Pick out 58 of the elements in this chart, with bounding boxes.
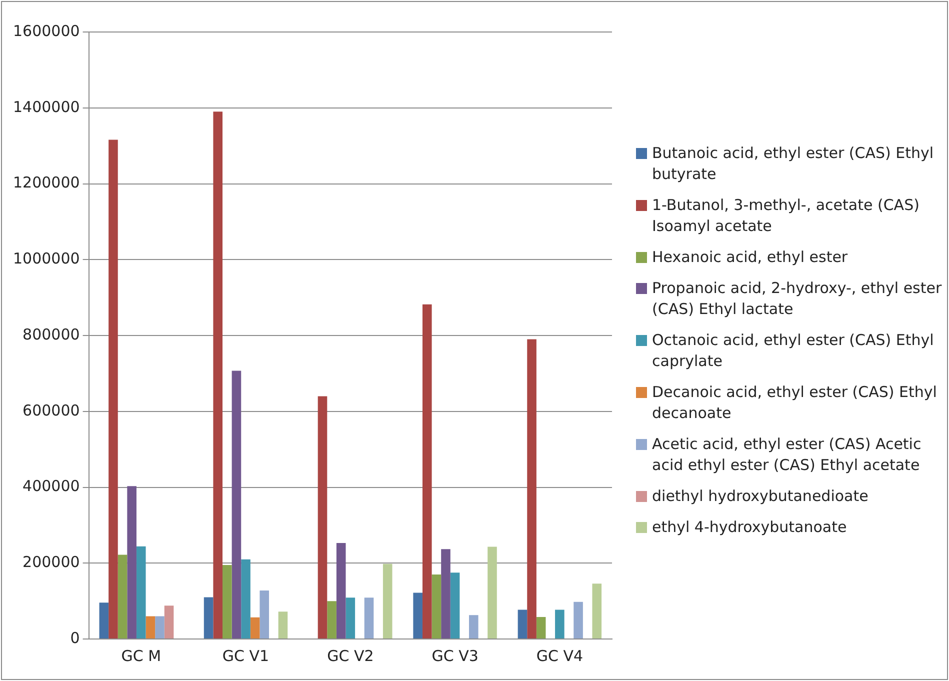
bar	[278, 612, 288, 638]
y-tick-label: 1400000	[12, 98, 80, 116]
legend-label: Hexanoic acid, ethyl ester	[652, 247, 848, 268]
bar	[364, 598, 374, 638]
bar	[555, 610, 564, 638]
legend-label: Acetic acid, ethyl ester (CAS) Acetic acid ethyl ester (CAS) Ethyl acetate	[652, 434, 922, 476]
legend-label: Propanoic acid, 2-hydroxy-, ethyl ester (CAS) Ethyl lactate	[652, 278, 943, 320]
bar	[127, 486, 136, 638]
legend-label: Decanoic acid, ethyl ester (CAS) Ethyl decanoate	[652, 382, 938, 424]
bar	[155, 616, 164, 638]
bar	[336, 543, 346, 638]
bar	[422, 304, 432, 638]
x-tick-label: GC M	[121, 646, 162, 665]
bar	[204, 597, 214, 638]
legend-label: ethyl 4-hydroxybutanoate	[652, 517, 847, 538]
bar	[146, 616, 156, 638]
bar	[164, 606, 174, 638]
bar	[518, 610, 528, 638]
y-tick-label: 600000	[22, 401, 80, 420]
y-tick-label: 1200000	[12, 174, 80, 192]
y-tick-label: 800000	[22, 325, 80, 344]
bar	[536, 616, 546, 638]
bar	[327, 601, 336, 638]
bar	[241, 559, 250, 638]
bar	[574, 602, 583, 638]
legend-label: 1-Butanol, 3-methyl-, acetate (CAS) Isoamyl acetate	[652, 195, 920, 237]
x-tick-label: GC V4	[536, 646, 584, 665]
bar	[527, 339, 536, 638]
legend-label: Butanoic acid, ethyl ester (CAS) Ethyl butyrate	[652, 143, 935, 185]
y-tick-label: 400000	[22, 477, 80, 496]
bar	[260, 590, 270, 638]
legend-label: Octanoic acid, ethyl ester (CAS) Ethyl caprylate	[652, 330, 935, 372]
bar	[468, 615, 478, 638]
x-tick-label: GC V2	[327, 646, 374, 665]
x-tick-label: GC V1	[222, 646, 270, 665]
bar	[118, 554, 128, 638]
bar	[250, 617, 260, 638]
bar	[432, 574, 442, 638]
bar	[413, 592, 422, 638]
bar	[450, 572, 460, 638]
y-tick-label: 200000	[22, 553, 80, 572]
y-tick-label: 1000000	[12, 250, 80, 268]
bar	[108, 140, 118, 638]
bar	[346, 598, 356, 638]
bar	[441, 549, 450, 638]
bar	[222, 565, 232, 638]
y-tick-label: 0	[70, 628, 80, 647]
x-tick-label: GC V3	[432, 646, 478, 665]
bar	[592, 584, 602, 638]
bar	[213, 112, 223, 638]
bar	[318, 396, 328, 638]
bar	[136, 546, 146, 638]
bar	[99, 602, 109, 638]
bar	[232, 370, 242, 638]
bar	[382, 564, 392, 638]
legend-label: diethyl hydroxybutanedioate	[652, 486, 868, 507]
y-tick-label: 1600000	[12, 22, 80, 40]
bar	[488, 546, 497, 638]
